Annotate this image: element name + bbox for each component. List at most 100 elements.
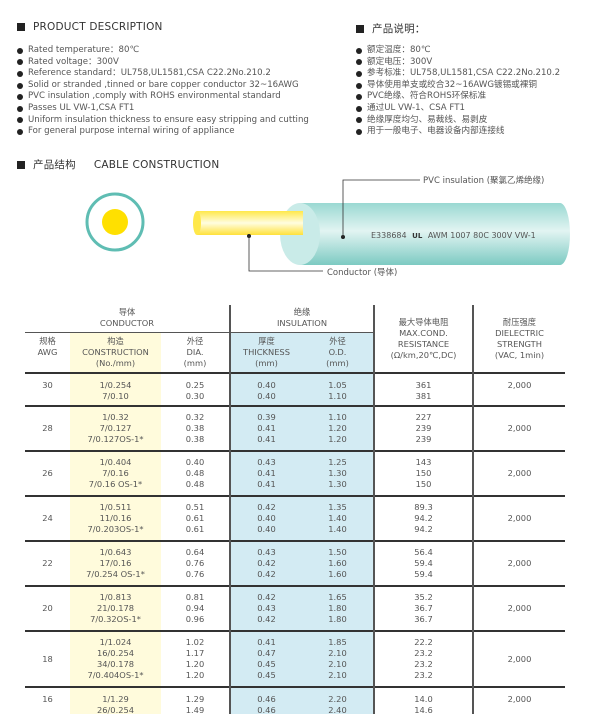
title-text: PRODUCT DESCRIPTION — [33, 21, 163, 33]
dia-cell: 0.81 0.94 0.96 — [161, 585, 230, 631]
dielectric-header: 耐压强度 DIELECTRIC STRENGTH (VAC, 1min) — [494, 316, 545, 360]
ul-mark-logo: UL — [412, 232, 423, 240]
construction-cell: 1/1.024 16/0.254 34/0.178 7/0.404OS-1* — [70, 630, 161, 687]
bullet-item: Reference standard：UL758,UL1581,CSA C22.… — [17, 68, 309, 80]
bullet-item: Rated voltage：300V — [17, 57, 309, 69]
construction-cell: 1/0.32 7/0.127 7/0.127OS-1* — [70, 405, 161, 451]
dia-cell: 0.40 0.48 0.48 — [161, 450, 230, 496]
bullet-item: Rated temperature：80℃ — [17, 45, 309, 57]
bullet-dot-icon — [17, 128, 23, 135]
awg-cell: 26 — [25, 450, 70, 496]
cable-construction-title: 产品结构 CABLE CONSTRUCTION — [17, 157, 219, 172]
bullet-dot-icon — [356, 82, 362, 89]
bullet-item: 额定温度：80℃ — [356, 45, 560, 57]
cable-side-view — [193, 179, 570, 272]
od-cell: 2.20 2.40 — [302, 686, 375, 714]
thickness-cell: 0.46 0.46 — [229, 686, 302, 714]
od-cell: 1.05 1.10 — [302, 372, 375, 406]
bullet-dot-icon — [17, 94, 23, 101]
bullet-item: 通过UL VW-1、CSA FT1 — [356, 103, 560, 115]
resistance-cell: 35.2 36.7 36.7 — [374, 585, 474, 631]
bullet-item: 额定电压：300V — [356, 57, 560, 69]
bullet-dot-icon — [17, 47, 23, 54]
construction-cell: 1/0.511 11/0.16 7/0.203OS-1* — [70, 495, 161, 541]
dielectric-cell: 2,000 — [473, 372, 565, 406]
dia-cell: 0.25 0.30 — [161, 372, 230, 406]
table-row: 28 1/0.32 7/0.127 7/0.127OS-1* 0.32 0.38 0.38 0… — [25, 405, 565, 451]
construction-cell: 1/0.404 7/0.16 7/0.16 OS-1* — [70, 450, 161, 496]
bullet-text: For general purpose internal wiring of a… — [28, 126, 235, 137]
square-bullet-icon — [17, 160, 25, 169]
thickness-cell: 0.41 0.47 0.45 0.45 — [229, 630, 302, 687]
resistance-cell: 89.3 94.2 94.2 — [374, 495, 474, 541]
bullet-text: 导体使用单支或绞合32~16AWG镀锡或裸铜 — [367, 79, 537, 90]
dielectric-cell: 2,000 — [473, 585, 565, 631]
od-cell: 1.10 1.20 1.20 — [302, 405, 375, 451]
conductor-label: Conductor (导体) — [327, 268, 398, 278]
awg-cell: 16 — [25, 686, 70, 714]
group-insulation-header: 绝缘 INSULATION — [229, 305, 375, 332]
resistance-cell: 22.2 23.2 23.2 23.2 — [374, 630, 474, 687]
bullet-text: 通过UL VW-1、CSA FT1 — [367, 102, 465, 113]
dia-cell: 1.02 1.17 1.20 1.20 — [161, 630, 230, 687]
bullet-text: Uniform insulation thickness to ensure e… — [28, 114, 309, 125]
pvc-insulation-label: PVC insulation (聚氯乙烯绝缘) — [423, 176, 545, 186]
bullet-text: Passes UL VW-1,CSA FT1 — [28, 102, 135, 113]
thickness-cell: 0.39 0.41 0.41 — [229, 405, 302, 451]
bullet-dot-icon — [356, 59, 362, 66]
bullet-text: Rated temperature：80℃ — [28, 45, 140, 55]
bullet-text: 额定电压：300V — [367, 56, 433, 67]
bullet-item: Passes UL VW-1,CSA FT1 — [17, 103, 309, 115]
bullet-dot-icon — [356, 117, 362, 124]
thickness-cell: 0.43 0.41 0.41 — [229, 450, 302, 496]
construction-cell: 1/0.643 17/0.16 7/0.254 OS-1* — [70, 540, 161, 586]
awg-cell: 22 — [25, 540, 70, 586]
bullet-dot-icon — [17, 105, 23, 112]
awg-header: 规格 AWG — [25, 331, 70, 373]
dia-cell: 1.29 1.49 — [161, 686, 230, 714]
thickness-cell: 0.40 0.40 — [229, 372, 302, 406]
bullet-dot-icon — [356, 128, 362, 135]
awg-cell: 18 — [25, 630, 70, 687]
bullet-text: 绝缘厚度均匀、易裁线、易剥皮 — [367, 114, 488, 125]
resistance-cell: 14.0 14.6 — [374, 686, 474, 714]
thickness-cell: 0.42 0.43 0.42 — [229, 585, 302, 631]
bullet-text: 额定温度：80℃ — [367, 45, 431, 55]
bullet-text: Rated voltage：300V — [28, 56, 119, 67]
awg-cell: 20 — [25, 585, 70, 631]
title-text: 产品说明： — [372, 23, 426, 35]
dielectric-cell: 2,000 — [473, 630, 565, 687]
table-row: 16 1/1.29 26/0.254 1.29 1.49 0.46 0.46 2.20 2.40… — [25, 686, 565, 714]
bullet-item: 参考标准：UL758,UL1581,CSA C22.2No.210.2 — [356, 68, 560, 80]
construction-cell: 1/1.29 26/0.254 — [70, 686, 161, 714]
bullet-dot-icon — [356, 105, 362, 112]
dielectric-cell: 2,000 — [473, 540, 565, 586]
od-cell: 1.85 2.10 2.10 2.10 — [302, 630, 375, 687]
bullet-item: Solid or stranded ,tinned or bare copper… — [17, 80, 309, 92]
dielectric-cell: 2,000 — [473, 495, 565, 541]
description-en-list: Rated temperature：80℃ Rated voltage：300V R… — [17, 45, 309, 138]
construction-cell: 1/0.254 7/0.10 — [70, 372, 161, 406]
od-cell: 1.65 1.80 1.80 — [302, 585, 375, 631]
dia-cell: 0.32 0.38 0.38 — [161, 405, 230, 451]
table-row: 30 1/0.254 7/0.10 0.25 0.30 0.40 0.40 1.05 1.10 3… — [25, 372, 565, 406]
bullet-text: PVC绝缘、符合ROHS环保标准 — [367, 91, 487, 102]
construction-header: 构造 CONSTRUCTION (No./mm) — [70, 331, 161, 373]
bullet-text: PVC insulation ,comply with ROHS environ… — [28, 91, 281, 102]
bullet-dot-icon — [356, 94, 362, 101]
od-cell: 1.25 1.30 1.30 — [302, 450, 375, 496]
square-bullet-icon — [356, 24, 364, 33]
thickness-cell: 0.43 0.42 0.42 — [229, 540, 302, 586]
bullet-text: Reference standard：UL758,UL1581,CSA C22.… — [28, 68, 271, 79]
construction-cell: 1/0.813 21/0.178 7/0.32OS-1* — [70, 585, 161, 631]
cable-diagram — [85, 179, 570, 272]
spec-table: 导体 CONDUCTOR 绝缘 INSULATION 最大导体电阻 MAX.COND.… — [25, 305, 565, 714]
table-row: 24 1/0.511 11/0.16 7/0.203OS-1* 0.51 0.61 0.61… — [25, 495, 565, 541]
thickness-cell: 0.42 0.40 0.40 — [229, 495, 302, 541]
bullet-dot-icon — [17, 82, 23, 89]
title-cn: 产品结构 — [33, 159, 76, 171]
resistance-header: 最大导体电阻 MAX.COND. RESISTANCE (Ω/km,20℃,DC) — [374, 305, 474, 373]
bullet-item: For general purpose internal wiring of a… — [17, 126, 309, 138]
description-cn-list: 额定温度：80℃ 额定电压：300V 参考标准：UL758,UL1581,CSA C… — [356, 45, 560, 138]
table-row: 20 1/0.813 21/0.178 7/0.32OS-1* 0.81 0.94 0.96… — [25, 585, 565, 631]
